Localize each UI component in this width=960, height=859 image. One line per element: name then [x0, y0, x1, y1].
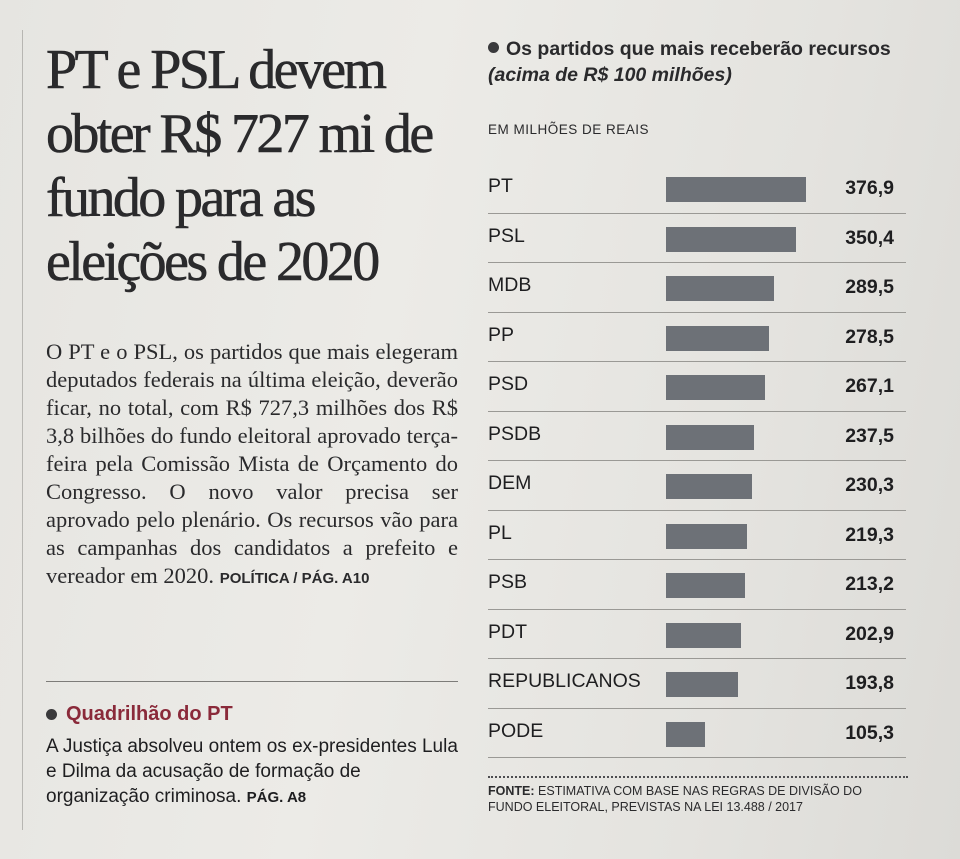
- chart-row: PSB 213,2: [488, 559, 906, 610]
- bullet-icon: [46, 709, 57, 720]
- bar: [666, 721, 706, 747]
- bar-label: PSL: [488, 224, 525, 247]
- chart-source: FONTE: ESTIMATIVA COM BASE NAS REGRAS DE…: [488, 783, 908, 815]
- bar: [666, 325, 770, 351]
- bar-label: PL: [488, 521, 512, 544]
- bar-label: PSDB: [488, 422, 542, 445]
- column-rule: [22, 30, 23, 830]
- chart-row: PL 219,3: [488, 510, 906, 560]
- bar-value-label: 376,9: [845, 177, 894, 199]
- bar: [666, 573, 746, 598]
- chart-row: PP 278,5: [488, 312, 906, 362]
- bar-value-label: 278,5: [845, 325, 894, 348]
- news-brief-body: A Justiça absolveu ontem os ex-president…: [46, 734, 466, 810]
- bar: [666, 523, 748, 549]
- bar-value-label: 213,2: [845, 573, 894, 595]
- bar: [666, 672, 738, 697]
- bar-label: DEM: [488, 472, 532, 494]
- bullet-icon: [488, 42, 499, 53]
- chart-row: MDB 289,5: [488, 262, 906, 313]
- bar-label: PODE: [488, 719, 544, 742]
- news-brief-title: Quadrilhão do PT: [66, 703, 233, 725]
- chart-title-text: Os partidos que mais receberão recursos: [506, 38, 891, 60]
- bar: [666, 226, 797, 252]
- bar-value-label: 193,8: [845, 672, 894, 694]
- chart-title: Os partidos que mais receberão recursos …: [488, 36, 908, 88]
- bar-value-label: 289,5: [845, 276, 894, 298]
- chart-row: PDT 202,9: [488, 609, 906, 659]
- bar: [666, 474, 752, 499]
- bar-value-label: 105,3: [845, 721, 894, 744]
- bar-label: PT: [488, 175, 513, 197]
- bar-value-label: 202,9: [845, 622, 894, 645]
- bar: [666, 177, 806, 202]
- chart-title-italic: (acima de R$ 100 milhões): [488, 64, 732, 86]
- bar-value-label: 219,3: [845, 523, 894, 546]
- chart-row: REPUBLICANOS 193,8: [488, 658, 906, 709]
- bar-chart: PT 376,9 PSL 350,4 MDB 289,5 PP 278,5 PSD 267,1 PS…: [488, 163, 906, 763]
- news-brief-page-ref: PÁG. A8: [246, 789, 307, 806]
- article-body-text: O PT e o PSL, os partidos que mais elege…: [46, 339, 458, 588]
- chart-row: PODE 105,3: [488, 708, 906, 758]
- chart-unit-label: EM MILHÕES DE REAIS: [488, 122, 650, 137]
- bar-value-label: 230,3: [845, 474, 894, 496]
- chart-row: PT 376,9: [488, 163, 906, 214]
- news-brief-text: A Justiça absolveu ontem os ex-president…: [46, 736, 458, 807]
- bar-label: PSB: [488, 571, 528, 593]
- chart-row: PSDB 237,5: [488, 411, 906, 461]
- bar-value-label: 267,1: [845, 375, 894, 397]
- bar: [666, 276, 774, 301]
- bar-value-label: 237,5: [845, 424, 894, 447]
- section-divider: [46, 681, 458, 682]
- news-brief-heading: Quadrilhão do PT: [46, 703, 233, 726]
- bar-label: MDB: [488, 274, 532, 296]
- bar-label: PDT: [488, 620, 527, 643]
- bar-label: PP: [488, 323, 515, 346]
- bar: [666, 424, 755, 450]
- bar: [666, 622, 742, 648]
- source-divider: [488, 776, 908, 778]
- chart-row: DEM 230,3: [488, 460, 906, 511]
- bar-label: PSD: [488, 373, 529, 395]
- article-body: O PT e o PSL, os partidos que mais elege…: [46, 338, 458, 593]
- chart-row: PSD 267,1: [488, 361, 906, 412]
- chart-row: PSL 350,4: [488, 213, 906, 263]
- source-text: ESTIMATIVA COM BASE NAS REGRAS DE DIVISÃ…: [488, 784, 862, 814]
- article-page-ref: POLÍTICA / PÁG. A10: [219, 570, 370, 587]
- bar: [666, 375, 766, 400]
- bar-label: REPUBLICANOS: [488, 670, 641, 692]
- source-label: FONTE:: [488, 784, 535, 798]
- bar-value-label: 350,4: [845, 226, 894, 249]
- headline: PT e PSL devem obter R$ 727 mi de fundo …: [46, 39, 435, 294]
